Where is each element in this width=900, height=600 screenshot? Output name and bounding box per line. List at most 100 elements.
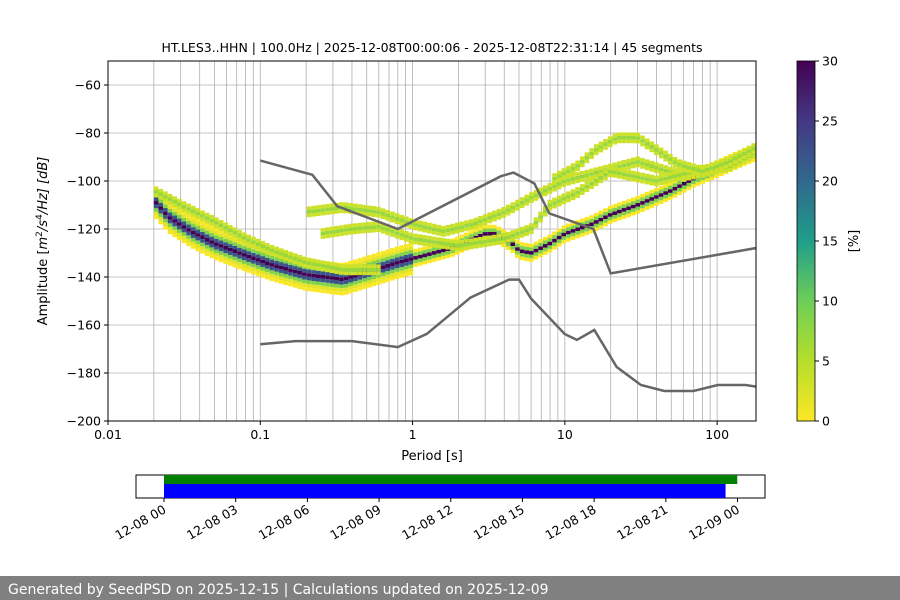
heat-cell (640, 157, 645, 162)
heat-cell (649, 193, 655, 198)
heat-cell (473, 228, 479, 233)
heat-cell (441, 225, 446, 230)
heat-cell (570, 180, 576, 185)
heat-cell (621, 160, 627, 164)
heat-cell (422, 246, 428, 250)
heat-cell (746, 160, 752, 164)
heat-cell (751, 150, 756, 155)
heat-cell (403, 234, 409, 239)
heat-cell (302, 272, 307, 276)
heat-cell (505, 246, 511, 251)
heat-cell (663, 154, 668, 158)
heat-cell (232, 245, 238, 250)
heat-cell (283, 270, 289, 275)
heat-cell (241, 267, 247, 272)
heat-cell (640, 204, 645, 209)
timeline-tick-label: 12-08 09 (327, 502, 383, 543)
heat-cell (399, 274, 404, 278)
heat-cell (427, 235, 432, 240)
heat-cell (742, 151, 747, 156)
heat-cell (672, 156, 678, 161)
heat-cell (380, 261, 386, 266)
heat-cell (422, 242, 428, 246)
heat-cell (556, 195, 562, 200)
heat-cell (186, 242, 191, 247)
x-tick-label: 1 (409, 427, 417, 442)
timeline-bar-data (164, 475, 738, 484)
heat-cell (431, 247, 437, 252)
heat-cell (663, 157, 668, 162)
heat-cell (385, 213, 391, 218)
heat-cell (524, 232, 530, 236)
heat-cell (667, 157, 673, 162)
heat-cell (589, 181, 594, 186)
heat-cell (575, 160, 580, 165)
heat-cell (394, 261, 400, 265)
heat-cell (658, 167, 664, 171)
heat-cell (167, 223, 173, 227)
heat-cell (566, 195, 571, 199)
heat-cell (566, 178, 571, 182)
heat-cell (542, 188, 548, 193)
heat-cell (542, 185, 548, 189)
heat-cell (570, 192, 576, 197)
heat-cell (353, 288, 358, 292)
heat-cell (556, 242, 562, 247)
heat-cell (681, 177, 687, 182)
heat-cell (584, 155, 590, 160)
heat-cell (519, 242, 525, 246)
heat-cell (621, 215, 627, 219)
heat-cell (529, 258, 534, 262)
heat-cell (227, 258, 233, 263)
heat-cell (371, 228, 377, 233)
heat-cell (617, 164, 622, 169)
heat-cell (394, 231, 400, 235)
heat-cell (681, 185, 687, 190)
heat-cell (204, 245, 210, 249)
heat-cell (561, 200, 567, 205)
heat-cell (315, 266, 321, 271)
heat-cell (269, 277, 275, 282)
y-axis-label: Amplitude [m2/s4/Hz] [dB] (35, 157, 51, 326)
heat-cell (468, 219, 474, 223)
heat-cell (691, 173, 696, 177)
heat-cell (640, 197, 645, 202)
heat-cell (186, 203, 191, 208)
heat-cell (524, 201, 530, 206)
heat-cell (357, 230, 363, 234)
heat-cell (204, 227, 210, 231)
heat-cell (288, 251, 293, 256)
heat-cell (172, 203, 178, 208)
heat-cell (204, 241, 210, 246)
heat-cell (237, 247, 242, 252)
heat-cell (598, 210, 604, 215)
heat-cell (538, 187, 543, 192)
heat-cell (464, 220, 469, 225)
heat-cell (658, 147, 664, 152)
x-tick-label: 100 (705, 427, 729, 442)
heat-cell (172, 222, 178, 227)
heat-cell (343, 264, 349, 268)
heat-cell (334, 233, 340, 237)
heat-cell (751, 143, 756, 147)
heat-cell (515, 203, 520, 207)
heat-cell (260, 263, 266, 267)
heat-cell (658, 178, 664, 182)
heat-cell (478, 240, 483, 245)
heat-cell (376, 268, 381, 272)
heat-cell (200, 231, 205, 236)
heat-cell (529, 251, 534, 255)
heat-cell (278, 258, 284, 263)
heat-cell (200, 242, 205, 247)
heat-cell (399, 214, 404, 219)
heat-cell (380, 265, 386, 269)
heat-cell (510, 230, 516, 234)
heat-cell (371, 278, 377, 283)
heat-cell (464, 224, 469, 228)
heat-cell (644, 145, 650, 150)
heat-cell (357, 283, 363, 287)
noise-model-nhnm (259, 159, 756, 275)
heat-cell (547, 241, 553, 246)
heat-cell (617, 216, 622, 221)
heat-cell (691, 170, 696, 175)
